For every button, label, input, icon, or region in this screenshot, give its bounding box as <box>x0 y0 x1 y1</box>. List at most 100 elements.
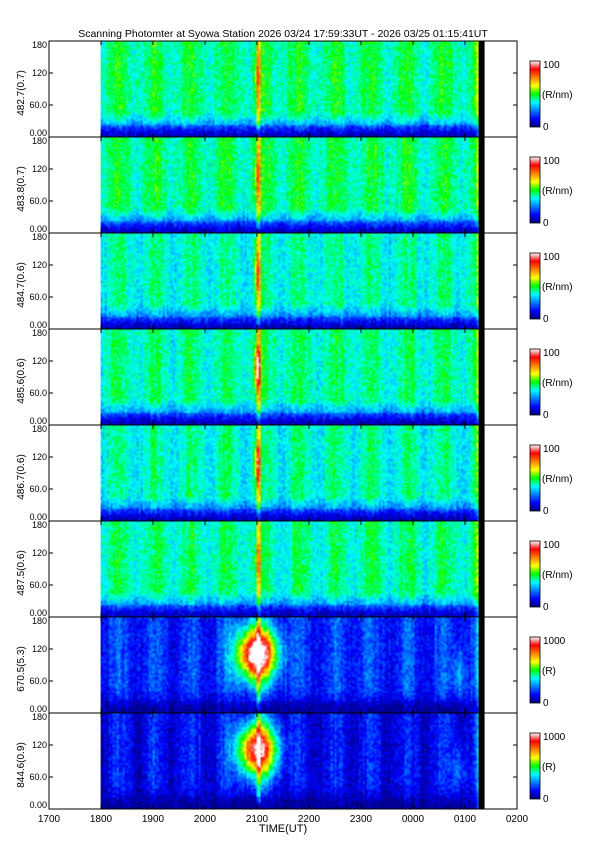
y-axis-label: 485.6(0.6) <box>16 358 27 404</box>
no-data-strip <box>478 41 485 137</box>
y-tick-label: 180 <box>32 520 47 530</box>
y-tick-label: 0.00 <box>29 416 47 426</box>
heatmap-4 <box>100 329 479 425</box>
heatmap-2 <box>100 137 479 233</box>
colorbar-unit-label: (R) <box>542 762 556 773</box>
y-tick-label: 0.00 <box>29 704 47 714</box>
heatmap-8 <box>100 713 479 809</box>
y-tick-label: 180 <box>32 424 47 434</box>
y-tick-label: 60.0 <box>29 196 47 206</box>
y-tick-label: 180 <box>32 328 47 338</box>
y-tick-label: 120 <box>32 356 47 366</box>
x-tick-label: 1900 <box>142 814 165 825</box>
no-data-strip <box>478 521 485 617</box>
colorbar-min-label: 0 <box>543 506 549 517</box>
y-axis-label: 487.5(0.6) <box>16 550 27 596</box>
colorbar-unit-label: (R/nm) <box>542 282 573 293</box>
chart-title: Scanning Photomter at Syowa Station 2026… <box>78 28 488 40</box>
colorbar-max-label: 100 <box>543 540 560 551</box>
x-tick-label: 1700 <box>38 814 61 825</box>
y-axis-label: 483.8(0.7) <box>16 166 27 212</box>
y-tick-label: 180 <box>32 232 47 242</box>
colorbar-unit-label: (R/nm) <box>542 378 573 389</box>
y-axis-label: 670.5(5.3) <box>16 646 27 692</box>
colorbar-min-label: 0 <box>543 794 549 805</box>
y-tick-label: 60.0 <box>29 484 47 494</box>
y-tick-label: 0.00 <box>29 800 47 810</box>
no-data-strip <box>478 329 485 425</box>
y-tick-label: 180 <box>32 40 47 50</box>
panel-1: 0.00 60.0 120 180 482.7(0.7) 100 (R/nm) 0 <box>16 40 573 138</box>
colorbar-max-label: 1000 <box>543 732 566 743</box>
panel-7: 0.00 60.0 120 180 670.5(5.3) 1000 (R) 0 <box>16 616 566 714</box>
panel-2: 0.00 60.0 120 180 483.8(0.7) 100 (R/nm) 0 <box>16 136 573 234</box>
colorbar-unit-label: (R/nm) <box>542 90 573 101</box>
y-axis-label: 844.6(0.9) <box>16 742 27 788</box>
x-tick-label: 2300 <box>350 814 373 825</box>
y-tick-label: 120 <box>32 644 47 654</box>
y-tick-label: 0.00 <box>29 128 47 138</box>
y-tick-label: 60.0 <box>29 580 47 590</box>
panel-frame <box>48 712 518 810</box>
heatmap-6 <box>100 521 479 617</box>
y-tick-label: 120 <box>32 452 47 462</box>
colorbar-min-label: 0 <box>543 218 549 229</box>
colorbar <box>529 636 541 704</box>
y-tick-label: 120 <box>32 68 47 78</box>
y-axis-label: 486.7(0.6) <box>16 454 27 500</box>
heatmap-7 <box>100 617 479 713</box>
x-tick-label: 2200 <box>298 814 321 825</box>
y-tick-label: 0.00 <box>29 320 47 330</box>
y-tick-label: 180 <box>32 616 47 626</box>
y-tick-label: 60.0 <box>29 100 47 110</box>
panel-4: 0.00 60.0 120 180 485.6(0.6) 100 (R/nm) 0 <box>16 328 573 426</box>
y-tick-label: 60.0 <box>29 676 47 686</box>
y-tick-label: 60.0 <box>29 772 47 782</box>
y-tick-label: 0.00 <box>29 608 47 618</box>
x-tick-label: 2000 <box>194 814 217 825</box>
x-tick-label: 0200 <box>506 814 529 825</box>
no-data-strip <box>478 425 485 521</box>
colorbar <box>529 156 541 224</box>
y-tick-label: 120 <box>32 164 47 174</box>
colorbar-max-label: 100 <box>543 444 560 455</box>
no-data-strip <box>478 713 485 809</box>
panel-5: 0.00 60.0 120 180 486.7(0.6) 100 (R/nm) 0 <box>16 424 573 522</box>
y-axis-label: 482.7(0.7) <box>16 70 27 116</box>
x-tick-label: 0000 <box>402 814 425 825</box>
x-tick-label: 1800 <box>90 814 113 825</box>
x-axis-label: TIME(UT) <box>259 823 307 835</box>
colorbar-max-label: 1000 <box>543 636 566 647</box>
colorbar-unit-label: (R) <box>542 666 556 677</box>
no-data-strip <box>478 233 485 329</box>
heatmap-1 <box>100 41 479 137</box>
colorbar-max-label: 100 <box>543 252 560 263</box>
panel-8: 0.00 60.0 120 180 844.6(0.9) 1000 (R) 0 <box>16 712 566 810</box>
colorbar <box>529 444 541 512</box>
colorbar <box>529 252 541 320</box>
no-data-strip <box>478 137 485 233</box>
colorbar-min-label: 0 <box>543 410 549 421</box>
y-tick-label: 120 <box>32 260 47 270</box>
y-tick-label: 60.0 <box>29 388 47 398</box>
y-tick-label: 180 <box>32 136 47 146</box>
no-data-strip <box>478 617 485 713</box>
panel-3: 0.00 60.0 120 180 484.7(0.6) 100 (R/nm) 0 <box>16 232 573 330</box>
y-tick-label: 0.00 <box>29 512 47 522</box>
heatmap-3 <box>100 233 479 329</box>
y-tick-label: 120 <box>32 548 47 558</box>
y-tick-label: 120 <box>32 740 47 750</box>
colorbar-unit-label: (R/nm) <box>542 474 573 485</box>
colorbar-max-label: 100 <box>543 348 560 359</box>
colorbar <box>529 732 541 800</box>
colorbar-min-label: 0 <box>543 602 549 613</box>
x-tick-label: 0100 <box>454 814 477 825</box>
x-tick-label: 2100 <box>246 814 269 825</box>
colorbar-min-label: 0 <box>543 698 549 709</box>
y-axis-label: 484.7(0.6) <box>16 262 27 308</box>
colorbar-unit-label: (R/nm) <box>542 570 573 581</box>
colorbar <box>529 540 541 608</box>
y-tick-label: 180 <box>32 712 47 722</box>
y-tick-label: 0.00 <box>29 224 47 234</box>
